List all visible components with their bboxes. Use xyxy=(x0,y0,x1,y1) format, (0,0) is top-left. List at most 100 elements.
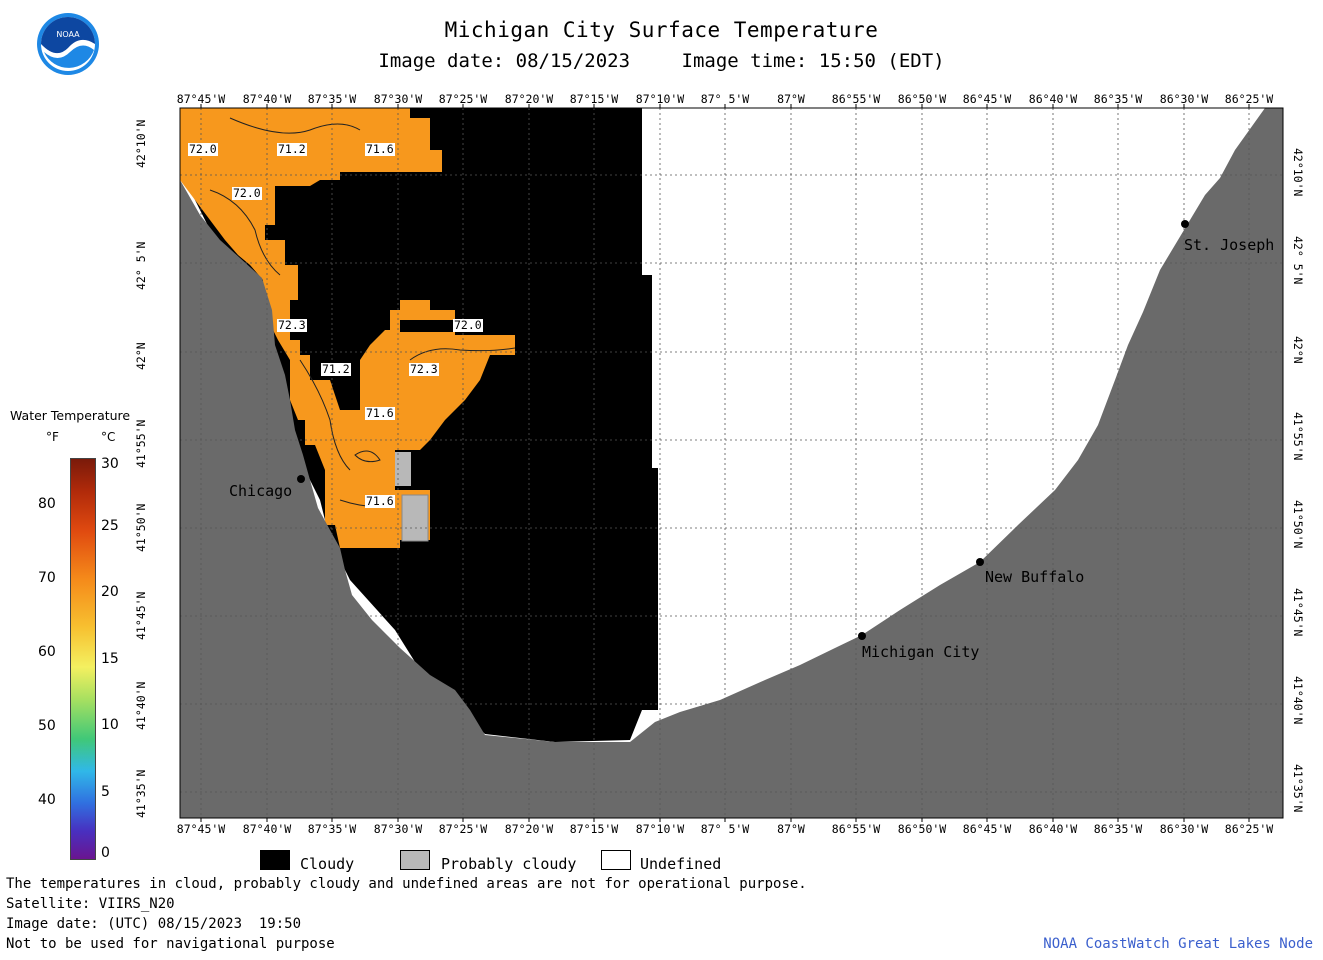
lat-label: 41°35'N xyxy=(1291,764,1305,813)
f-tick: 80 xyxy=(38,496,56,512)
city-label-michigan-city: Michigan City xyxy=(862,643,980,661)
lon-label: 86°55'W xyxy=(831,92,881,106)
lat-label: 41°35'N xyxy=(134,769,148,818)
lon-label: 87°10'W xyxy=(635,92,685,106)
lon-label: 86°50'W xyxy=(897,822,947,836)
temperature-label: 72.3 xyxy=(277,318,307,332)
lon-label: 86°25'W xyxy=(1224,822,1274,836)
lon-label: 87°20'W xyxy=(504,92,554,106)
lat-label: 41°45'N xyxy=(134,591,148,640)
new-buffalo-marker xyxy=(976,558,984,566)
lon-label: 87°25'W xyxy=(438,92,488,106)
chicago-marker xyxy=(297,475,305,483)
footer-navigation-warning: Not to be used for navigational purpose xyxy=(6,936,335,952)
temperature-label: 71.6 xyxy=(365,406,395,420)
lon-label: 87°45'W xyxy=(176,92,226,106)
c-tick: 30 xyxy=(101,456,119,472)
c-tick: 0 xyxy=(101,845,110,861)
lon-label: 87°45'W xyxy=(176,822,226,836)
c-tick: 25 xyxy=(101,518,119,534)
footer-satellite: Satellite: VIIRS_N20 xyxy=(6,896,175,912)
logo-text: NOAA xyxy=(56,30,80,39)
temperature-label: 71.2 xyxy=(277,142,307,156)
legend-label-probably-cloudy: Probably cloudy xyxy=(441,855,577,873)
legend-label-undefined: Undefined xyxy=(640,855,722,873)
lon-label: 87°10'W xyxy=(635,822,685,836)
temperature-label: 72.0 xyxy=(188,142,218,156)
map-frame xyxy=(179,107,1284,819)
footer-disclaimer: The temperatures in cloud, probably clou… xyxy=(6,876,807,892)
legend-label-cloudy: Cloudy xyxy=(300,855,355,873)
lat-label: 42°10'N xyxy=(134,119,148,168)
colorbar-unit-f: °F xyxy=(46,430,59,444)
lon-label: 86°35'W xyxy=(1093,92,1143,106)
lat-label: 41°55'N xyxy=(1291,412,1305,461)
credit-link[interactable]: NOAA CoastWatch Great Lakes Node xyxy=(1043,936,1313,952)
lat-label: 42° 5'N xyxy=(134,241,148,290)
c-tick: 15 xyxy=(101,651,119,667)
c-tick: 20 xyxy=(101,584,119,600)
lon-label: 86°45'W xyxy=(962,822,1012,836)
legend-swatch-undefined xyxy=(601,850,631,870)
probably-cloudy-patch xyxy=(395,452,411,486)
lon-label: 87°40'W xyxy=(242,822,292,836)
lon-label: 86°40'W xyxy=(1028,822,1078,836)
lat-label: 41°40'N xyxy=(134,681,148,730)
lat-label: 41°45'N xyxy=(1291,588,1305,637)
lon-label: 87°20'W xyxy=(504,822,554,836)
lon-label: 86°45'W xyxy=(962,92,1012,106)
lon-label: 86°30'W xyxy=(1159,92,1209,106)
temperature-label: 72.0 xyxy=(232,186,262,200)
f-tick: 60 xyxy=(38,644,56,660)
image-date: Image date: 08/15/2023 xyxy=(378,50,631,72)
temperature-label: 71.6 xyxy=(365,142,395,156)
lon-label: 87°30'W xyxy=(373,92,423,106)
f-tick: 50 xyxy=(38,718,56,734)
probably-cloudy-patch xyxy=(401,494,429,542)
lat-label: 42°N xyxy=(134,342,148,370)
lon-label: 87°25'W xyxy=(438,822,488,836)
colorbar-title: Water Temperature xyxy=(10,408,131,423)
map-subtitle: Image date: 08/15/2023 Image time: 15:50… xyxy=(0,50,1323,72)
warm-water-area xyxy=(180,108,515,548)
legend-swatch-cloudy xyxy=(260,850,290,870)
lon-label: 87° 5'W xyxy=(700,822,750,836)
map-title: Michigan City Surface Temperature xyxy=(444,18,879,42)
lon-label: 87°35'W xyxy=(307,92,357,106)
temperature-label: 72.0 xyxy=(453,318,483,332)
temperature-label: 71.6 xyxy=(365,494,395,508)
f-tick: 70 xyxy=(38,570,56,586)
michigan-city-marker xyxy=(858,632,866,640)
lon-label: 86°50'W xyxy=(897,92,947,106)
lat-label: 41°55'N xyxy=(134,419,148,468)
c-tick: 10 xyxy=(101,717,119,733)
axis-ticks xyxy=(200,104,1250,822)
graticule xyxy=(180,108,1283,818)
lon-label: 86°55'W xyxy=(831,822,881,836)
lon-label: 86°40'W xyxy=(1028,92,1078,106)
lon-label: 86°25'W xyxy=(1224,92,1274,106)
cloud-patch-small xyxy=(400,320,455,332)
city-label-new-buffalo: New Buffalo xyxy=(985,568,1085,586)
lat-label: 41°40'N xyxy=(1291,676,1305,725)
noaa-logo: NOAA xyxy=(37,13,99,75)
city-label-chicago: Chicago xyxy=(229,482,293,500)
lat-label: 41°50'N xyxy=(1291,500,1305,549)
lon-label: 87°40'W xyxy=(242,92,292,106)
lat-label: 41°50'N xyxy=(134,503,148,552)
temperature-label: 72.3 xyxy=(409,362,439,376)
lon-label: 87°15'W xyxy=(569,822,619,836)
lon-label: 87° 5'W xyxy=(700,92,750,106)
lon-label: 86°30'W xyxy=(1159,822,1209,836)
lon-label: 86°35'W xyxy=(1093,822,1143,836)
f-tick: 40 xyxy=(38,792,56,808)
c-tick: 5 xyxy=(101,784,110,800)
lat-label: 42°10'N xyxy=(1291,148,1305,197)
lon-label: 87°W xyxy=(777,92,805,106)
footer-utc-date: Image date: (UTC) 08/15/2023 19:50 xyxy=(6,916,302,932)
temperature-label: 71.2 xyxy=(321,362,351,376)
st-joseph-marker xyxy=(1181,220,1189,228)
lon-label: 87°35'W xyxy=(307,822,357,836)
land-west xyxy=(180,108,1283,818)
